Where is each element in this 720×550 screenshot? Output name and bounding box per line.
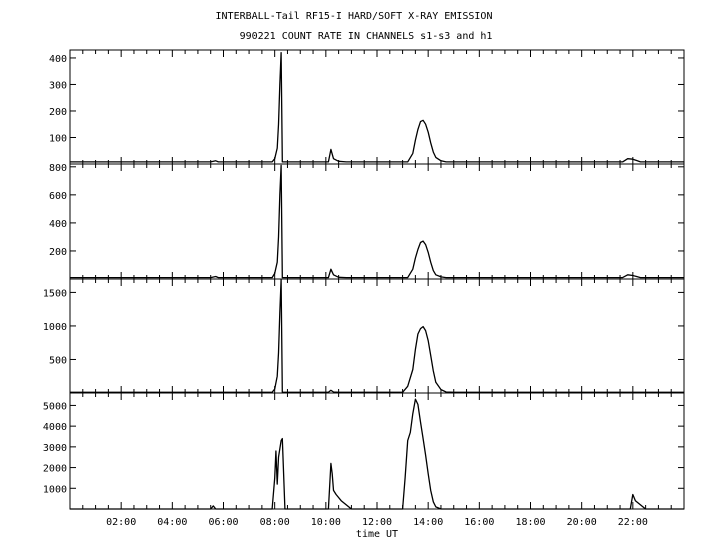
y-tick-label: 300 — [49, 80, 67, 91]
x-tick-label: 22:00 — [618, 517, 648, 528]
y-tick-label: 100 — [49, 133, 67, 144]
x-tick-label: 20:00 — [567, 517, 597, 528]
series-line-3 — [70, 279, 684, 393]
chart-title: INTERBALL-Tail RF15-I HARD/SOFT X-RAY EM… — [216, 11, 493, 22]
panel-4: 1000 2000 3000 4000 5000 — [43, 392, 685, 510]
panel-frame — [69, 163, 685, 280]
panel-frame — [69, 278, 685, 394]
x-tick-labels: 02:00 04:00 06:00 08:00 10:00 12:00 14:00 16:00… — [106, 517, 648, 528]
panel-3: 500 1000 1500 — [43, 278, 685, 394]
y-tick-label: 400 — [49, 219, 67, 230]
panel-2: 200 400 600 800 — [49, 163, 685, 280]
panel-1: 100 200 300 400 — [49, 49, 685, 165]
y-tick-label: 200 — [49, 107, 67, 118]
y-tick-label: 500 — [49, 355, 67, 366]
y-tick-label: 400 — [49, 54, 67, 65]
panel-frame — [69, 392, 685, 510]
y-tick-label: 200 — [49, 247, 67, 258]
series-line-1 — [70, 52, 684, 163]
x-tick-label: 12:00 — [362, 517, 392, 528]
y-tick-label: 5000 — [43, 401, 67, 412]
y-tick-label: 1500 — [43, 288, 67, 299]
x-tick-label: 02:00 — [106, 517, 136, 528]
series-line-2 — [70, 164, 684, 279]
chart-panels: 100 200 300 400 200 400 600 800 500 1000 1500 1000 2… — [43, 49, 685, 510]
y-tick-label: 800 — [49, 163, 67, 174]
x-tick-label: 18:00 — [515, 517, 545, 528]
series-line-4 — [70, 398, 684, 510]
panel-frame — [69, 49, 685, 165]
y-tick-label: 2000 — [43, 464, 67, 475]
y-tick-label: 3000 — [43, 443, 67, 454]
x-tick-label: 04:00 — [157, 517, 187, 528]
x-tick-label: 16:00 — [464, 517, 494, 528]
x-tick-label: 10:00 — [311, 517, 341, 528]
x-axis-label: time UT — [356, 529, 398, 540]
y-tick-label: 1000 — [43, 322, 67, 333]
y-tick-label: 600 — [49, 191, 67, 202]
y-tick-label: 1000 — [43, 484, 67, 495]
y-tick-label: 4000 — [43, 422, 67, 433]
chart-subtitle: 990221 COUNT RATE IN CHANNELS s1-s3 and … — [240, 31, 493, 42]
x-tick-label: 06:00 — [208, 517, 238, 528]
x-tick-label: 08:00 — [260, 517, 290, 528]
x-tick-label: 14:00 — [413, 517, 443, 528]
